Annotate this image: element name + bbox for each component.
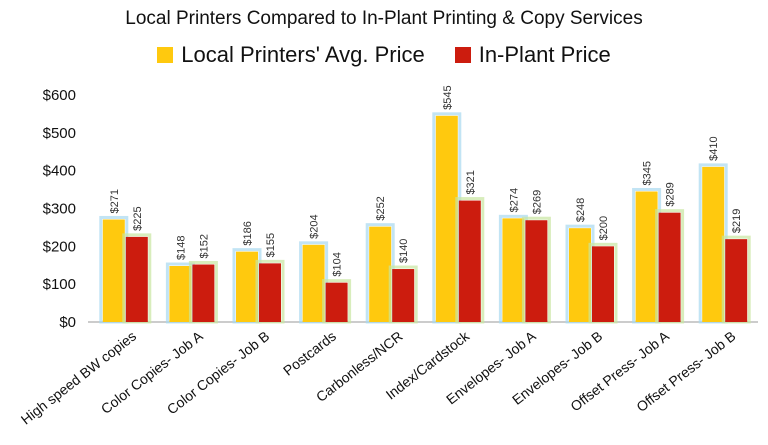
bar-local-printers	[435, 115, 458, 322]
bar-in-plant	[592, 246, 614, 322]
data-label: $269	[531, 190, 543, 214]
legend: Local Printers' Avg. Price In-Plant Pric…	[0, 42, 768, 68]
chart-title: Local Printers Compared to In-Plant Prin…	[125, 8, 643, 29]
data-label: $410	[708, 136, 720, 160]
bar-local-printers	[102, 219, 125, 322]
bar-local-printers	[502, 218, 525, 322]
data-label: $545	[442, 85, 454, 109]
bar-local-printers	[302, 244, 325, 322]
bar-local-printers	[569, 228, 591, 322]
data-label: $252	[375, 196, 387, 220]
y-tick-label: $200	[43, 238, 76, 255]
data-label: $274	[508, 188, 520, 212]
data-label: $225	[132, 206, 144, 230]
legend-swatch-inplant	[454, 47, 471, 63]
y-tick-label: $600	[43, 87, 76, 104]
y-tick-label: $0	[59, 314, 76, 331]
data-label: $155	[265, 233, 277, 257]
x-tick-label: High speed BW copies	[18, 328, 139, 428]
bar-in-plant	[392, 269, 415, 322]
x-tick-label: Postcards	[280, 328, 339, 379]
bar-in-plant	[325, 282, 348, 322]
bar-local-printers	[236, 251, 258, 322]
legend-label-local: Local Printers' Avg. Price	[181, 42, 425, 67]
data-label: $289	[665, 182, 677, 206]
bar-local-printers	[369, 226, 392, 322]
data-label: $204	[309, 214, 321, 238]
y-tick-label: $400	[43, 163, 76, 180]
data-label: $140	[398, 239, 410, 263]
data-label: $148	[175, 236, 187, 260]
y-tick-label: $300	[43, 201, 76, 218]
bar-local-printers	[635, 191, 658, 322]
data-label: $152	[198, 234, 210, 258]
legend-item-local: Local Printers' Avg. Price	[157, 42, 425, 68]
bar-local-printers	[702, 166, 725, 322]
data-label: $219	[731, 209, 743, 233]
bar-local-printers	[169, 266, 192, 322]
bar-in-plant	[458, 200, 481, 322]
bar-in-plant	[658, 212, 681, 322]
data-label: $104	[332, 252, 344, 276]
legend-swatch-local	[157, 47, 174, 63]
bar-in-plant	[192, 264, 215, 322]
y-tick-label: $100	[43, 276, 76, 293]
data-label: $271	[109, 189, 121, 213]
data-label: $200	[598, 216, 610, 240]
data-label: $321	[465, 170, 477, 194]
data-label: $248	[575, 198, 587, 222]
legend-item-inplant: In-Plant Price	[454, 42, 611, 68]
legend-label-inplant: In-Plant Price	[478, 42, 611, 67]
bar-in-plant	[525, 220, 548, 322]
data-label: $186	[242, 221, 254, 245]
data-label: $345	[642, 161, 654, 185]
bar-in-plant	[259, 263, 281, 322]
y-tick-label: $500	[43, 125, 76, 142]
bar-in-plant	[125, 236, 148, 322]
bar-in-plant	[725, 239, 748, 322]
